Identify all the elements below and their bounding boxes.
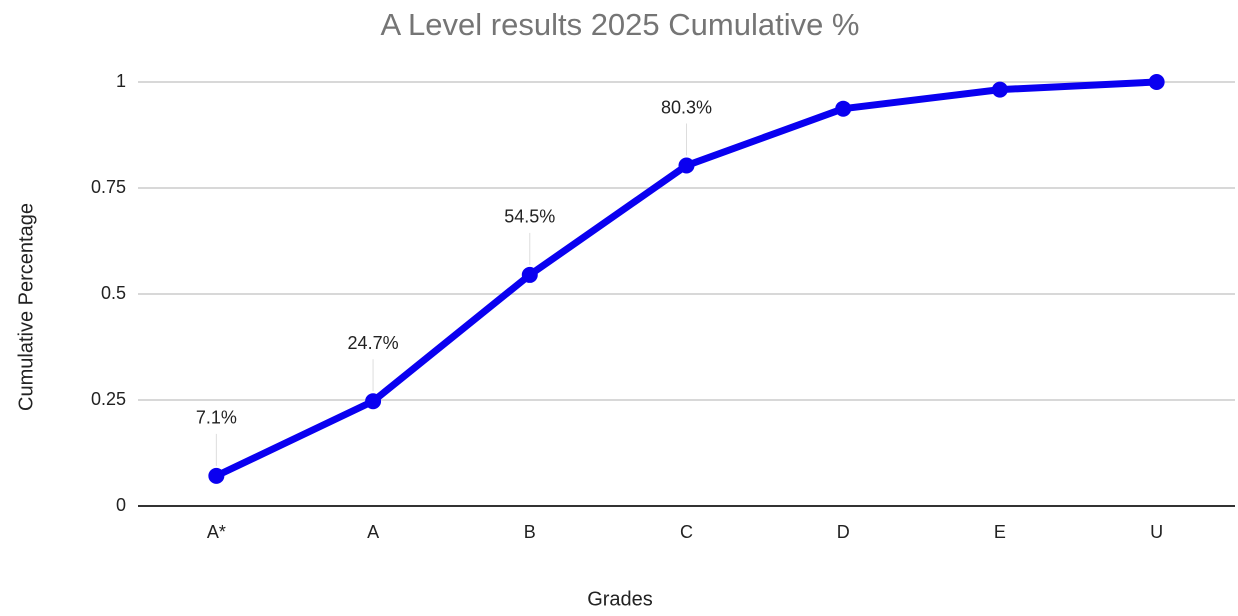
data-point bbox=[678, 157, 695, 174]
data-label: 24.7% bbox=[348, 333, 399, 353]
y-tick-label: 1 bbox=[116, 71, 126, 91]
x-tick-label: D bbox=[837, 522, 850, 542]
data-label: 7.1% bbox=[196, 408, 237, 428]
y-tick-label: 0.5 bbox=[101, 283, 126, 303]
x-tick-label: U bbox=[1150, 522, 1163, 542]
x-tick-label: A* bbox=[207, 522, 226, 542]
data-label: 54.5% bbox=[504, 207, 555, 227]
data-point bbox=[835, 100, 852, 117]
x-tick-label: E bbox=[994, 522, 1006, 542]
data-label: 80.3% bbox=[661, 97, 712, 117]
y-tick-label: 0.75 bbox=[91, 177, 126, 197]
x-tick-label: C bbox=[680, 522, 693, 542]
data-point bbox=[365, 393, 382, 410]
y-axis-title: Cumulative Percentage bbox=[15, 203, 37, 411]
y-tick-label: 0.25 bbox=[91, 389, 126, 409]
data-point bbox=[991, 81, 1008, 98]
x-tick-label: A bbox=[367, 522, 379, 542]
y-tick-label: 0 bbox=[116, 495, 126, 515]
x-axis-title: Grades bbox=[587, 588, 653, 610]
x-tick-label: B bbox=[524, 522, 536, 542]
data-point bbox=[208, 467, 225, 484]
data-point bbox=[521, 266, 538, 283]
data-point bbox=[1148, 74, 1165, 90]
chart-title: A Level results 2025 Cumulative % bbox=[380, 7, 859, 42]
